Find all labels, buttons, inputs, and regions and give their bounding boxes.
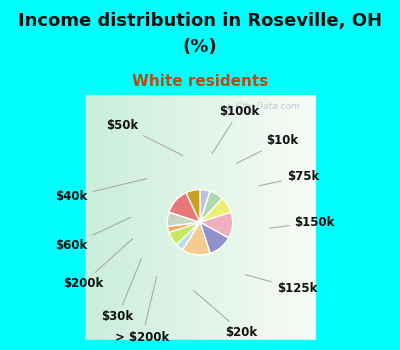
Text: $10k: $10k — [237, 134, 298, 163]
Wedge shape — [200, 222, 229, 253]
Wedge shape — [200, 198, 231, 222]
Text: ▲ City-Data.com: ▲ City-Data.com — [226, 102, 299, 111]
Wedge shape — [200, 191, 222, 222]
Bar — [316, 94, 328, 350]
Text: $200k: $200k — [63, 239, 132, 290]
Wedge shape — [169, 193, 200, 222]
Wedge shape — [182, 222, 210, 255]
Wedge shape — [176, 222, 200, 250]
Text: White residents: White residents — [132, 74, 268, 89]
Wedge shape — [200, 190, 210, 222]
Text: $20k: $20k — [194, 290, 258, 338]
Text: $30k: $30k — [102, 259, 141, 323]
Wedge shape — [167, 212, 200, 226]
Text: Income distribution in Roseville, OH: Income distribution in Roseville, OH — [18, 12, 382, 30]
Wedge shape — [186, 190, 200, 222]
Text: (%): (%) — [183, 38, 217, 56]
Wedge shape — [169, 222, 200, 245]
Text: $40k: $40k — [55, 178, 147, 203]
Wedge shape — [168, 222, 200, 232]
Bar — [72, 94, 84, 350]
Text: $125k: $125k — [246, 275, 317, 295]
Bar — [72, 340, 328, 350]
Wedge shape — [200, 212, 233, 238]
Text: $50k: $50k — [106, 119, 183, 155]
Text: > $200k: > $200k — [115, 276, 169, 344]
Text: $75k: $75k — [259, 170, 319, 186]
Text: $100k: $100k — [212, 105, 260, 154]
Text: $60k: $60k — [55, 217, 131, 252]
Text: $150k: $150k — [270, 216, 335, 229]
